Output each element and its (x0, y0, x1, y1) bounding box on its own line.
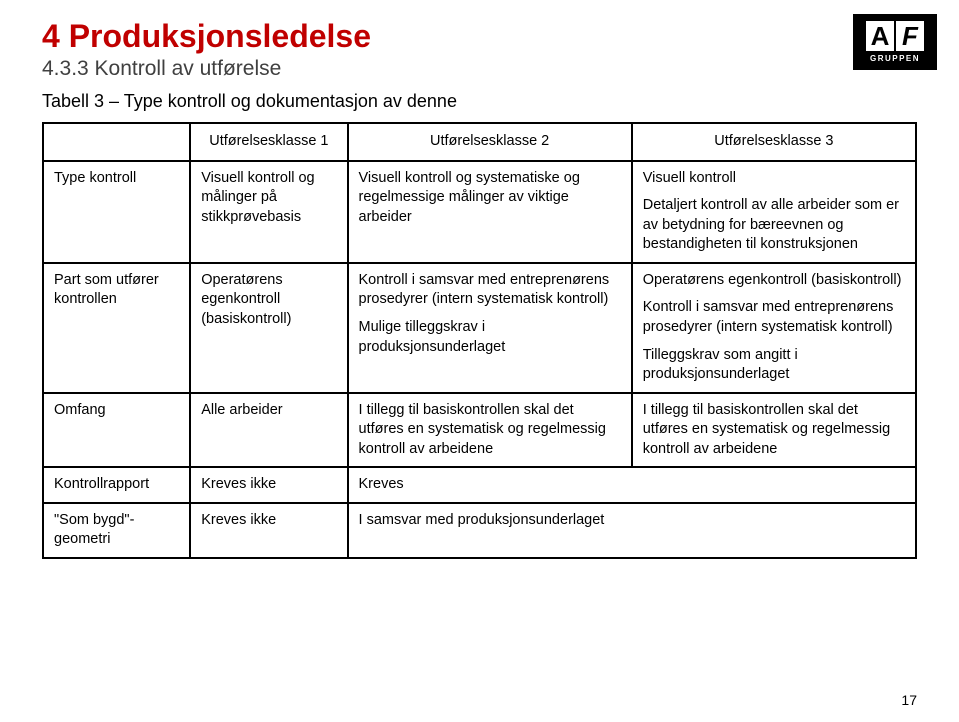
header-col-1: Utførelsesklasse 1 (190, 123, 347, 161)
control-table: Utførelsesklasse 1 Utførelsesklasse 2 Ut… (42, 122, 917, 559)
table-row: Kontrollrapport Kreves ikke Kreves (43, 467, 916, 503)
table-row: Part som utfører kontrollen Operatørens … (43, 263, 916, 393)
cell: I tillegg til basiskontrollen skal det u… (632, 393, 916, 468)
cell-para: Operatørens egenkontroll (basiskontroll) (643, 271, 905, 291)
table-row: "Som bygd"-geometri Kreves ikke I samsva… (43, 503, 916, 558)
row-label: Kontrollrapport (43, 467, 190, 503)
row-label: Type kontroll (43, 161, 190, 263)
section-subtitle: 4.3.3 Kontroll av utførelse (42, 57, 917, 81)
table-header-row: Utførelsesklasse 1 Utførelsesklasse 2 Ut… (43, 123, 916, 161)
cell-para: Visuell kontroll (643, 169, 905, 189)
logo-letter-f: F (896, 21, 924, 51)
table-row: Type kontroll Visuell kontroll og måling… (43, 161, 916, 263)
row-label: "Som bygd"-geometri (43, 503, 190, 558)
logo-text: GRUPPEN (870, 54, 920, 63)
table-caption: Tabell 3 – Type kontroll og dokumentasjo… (42, 91, 917, 112)
header-col-3: Utførelsesklasse 3 (632, 123, 916, 161)
page-title: 4 Produksjonsledelse (42, 18, 917, 55)
table-row: Omfang Alle arbeider I tillegg til basis… (43, 393, 916, 468)
cell: Kontroll i samsvar med entreprenørens pr… (348, 263, 632, 393)
row-label: Omfang (43, 393, 190, 468)
row-label: Part som utfører kontrollen (43, 263, 190, 393)
cell: Alle arbeider (190, 393, 347, 468)
page-number: 17 (901, 692, 917, 708)
cell: Kreves ikke (190, 503, 347, 558)
cell: Visuell kontroll og systematiske og rege… (348, 161, 632, 263)
cell-para: Mulige tilleggskrav i produksjonsunderla… (359, 318, 621, 357)
cell-span: Kreves (348, 467, 916, 503)
cell-para: Kontroll i samsvar med entreprenørens pr… (643, 298, 905, 337)
cell: I tillegg til basiskontrollen skal det u… (348, 393, 632, 468)
header-col-2: Utførelsesklasse 2 (348, 123, 632, 161)
cell-span: I samsvar med produksjonsunderlaget (348, 503, 916, 558)
cell: Visuell kontroll Detaljert kontroll av a… (632, 161, 916, 263)
cell: Operatørens egenkontroll (basiskontroll)… (632, 263, 916, 393)
brand-logo: A F GRUPPEN (853, 14, 937, 70)
cell: Visuell kontroll og målinger på stikkprø… (190, 161, 347, 263)
cell-para: Tilleggskrav som angitt i produksjonsund… (643, 346, 905, 385)
logo-letter-a: A (866, 21, 894, 51)
cell-para: Kontroll i samsvar med entreprenørens pr… (359, 271, 621, 310)
cell-para: Detaljert kontroll av alle arbeider som … (643, 196, 905, 255)
cell: Kreves ikke (190, 467, 347, 503)
cell: Operatørens egenkontroll (basiskontroll) (190, 263, 347, 393)
header-blank (43, 123, 190, 161)
